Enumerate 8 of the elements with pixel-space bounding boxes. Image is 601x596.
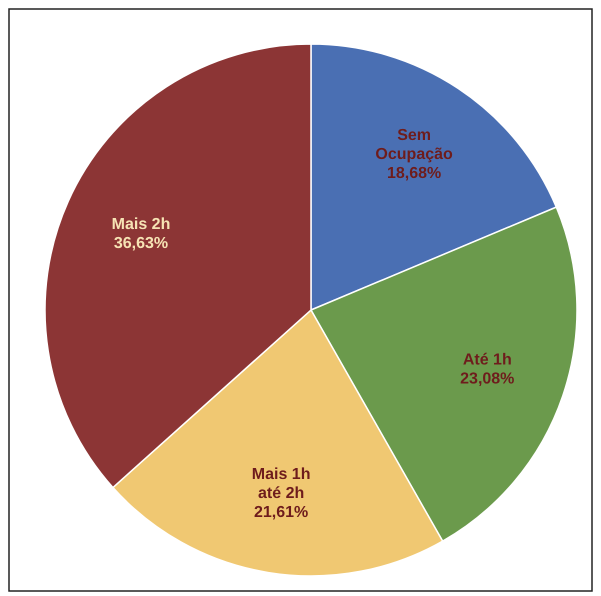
slice-label: Mais 2h bbox=[112, 216, 170, 233]
slice-label: Até 1h bbox=[462, 352, 512, 369]
slice-label: Sem Ocupação bbox=[375, 127, 454, 164]
data-label: 23,08% bbox=[460, 370, 514, 388]
slice-label: Mais 1h até 2h bbox=[252, 466, 310, 502]
data-label: 21,61% bbox=[254, 504, 308, 522]
data-label: 18,68% bbox=[386, 165, 442, 182]
data-label: 36,63% bbox=[114, 234, 168, 252]
